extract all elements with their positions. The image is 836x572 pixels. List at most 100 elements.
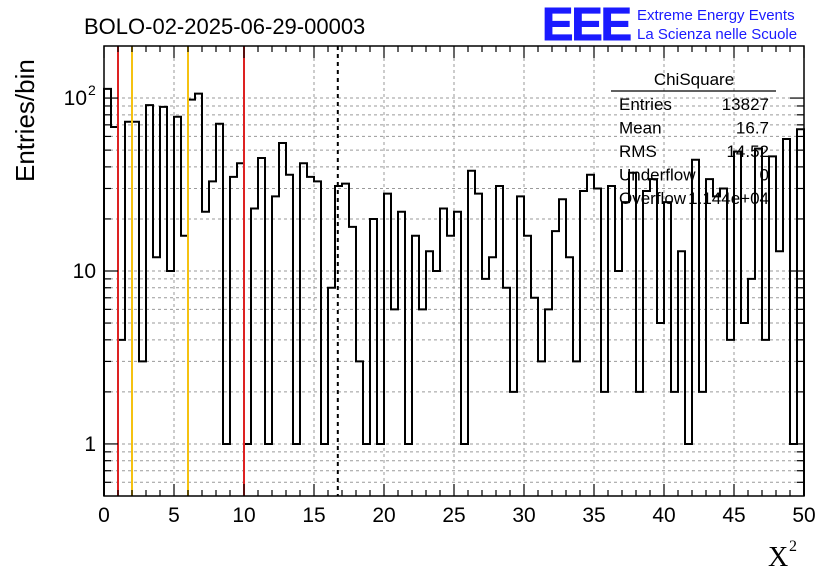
histogram-bin — [286, 175, 293, 496]
x-tick-label: 5 — [168, 504, 180, 527]
stats-row-value: 0 — [760, 166, 769, 185]
histogram-bin — [727, 340, 734, 496]
x-tick-label: 20 — [372, 504, 395, 527]
x-tick-label: 35 — [582, 504, 605, 527]
histogram-bin — [769, 156, 776, 496]
histogram-bin — [608, 186, 615, 496]
histogram-bin — [580, 191, 587, 496]
histogram-bars — [103, 87, 805, 496]
histogram-bin — [146, 105, 153, 496]
x-tick-label: 15 — [302, 504, 325, 527]
histogram-bin — [538, 361, 545, 496]
y-tick-label-exponent: 2 — [88, 82, 96, 98]
logo-letters: EEE — [542, 0, 630, 50]
stats-row-label: Mean — [619, 119, 662, 138]
histogram-bin — [566, 257, 573, 496]
histogram-bin — [111, 127, 118, 496]
histogram-bin — [643, 191, 650, 496]
histogram-bin — [650, 179, 657, 496]
histogram-bin — [741, 323, 748, 496]
x-tick-label: 30 — [512, 504, 535, 527]
stats-row-label: Underflow — [619, 166, 696, 185]
histogram-bin — [153, 257, 160, 496]
stats-row-label: Entries — [619, 95, 672, 114]
histogram-bin — [251, 208, 258, 496]
histogram-bin — [482, 279, 489, 496]
histogram-bin — [594, 188, 601, 496]
histogram-bin — [209, 181, 216, 496]
histogram-bin — [615, 271, 622, 496]
eee-logo: EEE Extreme Energy Events La Scienza nel… — [542, 0, 798, 51]
histogram-bin — [517, 196, 524, 496]
x-axis-label-main: X — [768, 542, 788, 572]
histogram-bin — [489, 257, 496, 496]
histogram-bin — [237, 163, 244, 496]
y-tick-label: 10 — [73, 260, 96, 283]
histogram-bin — [692, 160, 699, 496]
histogram-bin — [118, 340, 125, 496]
histogram-bin — [748, 279, 755, 496]
histogram-bin — [531, 298, 538, 496]
histogram-bin — [125, 122, 132, 496]
histogram-bin — [391, 309, 398, 496]
x-tick-label: 0 — [98, 504, 110, 527]
stats-row-value: 13827 — [722, 95, 769, 114]
histogram-bin — [195, 94, 202, 496]
histogram-bin — [797, 129, 804, 496]
histogram-bin — [230, 177, 237, 496]
y-tick-label: 1 — [84, 433, 96, 456]
y-axis-label: Entries/bin — [10, 59, 40, 182]
logo-line-2: La Scienza nelle Scuole — [637, 26, 797, 43]
histogram-bin — [447, 236, 454, 496]
histogram-bin — [216, 124, 223, 496]
histogram-bin — [657, 323, 664, 496]
histogram-bin — [762, 340, 769, 496]
histogram-bin — [475, 194, 482, 496]
stats-row-value: 1.144e+04 — [688, 189, 769, 208]
histogram-bin — [629, 173, 636, 496]
stats-box: ChiSquare Entries 13827 Mean 16.7 RMS 14.52 Un… — [611, 70, 776, 208]
histogram-bin — [314, 181, 321, 496]
histogram-outline — [103, 87, 805, 496]
histogram-bin — [496, 186, 503, 496]
histogram-bin — [706, 179, 713, 496]
histogram-bin — [356, 361, 363, 496]
histogram-bin — [587, 175, 594, 496]
histogram-bin — [132, 122, 139, 496]
histogram-bin — [272, 196, 279, 496]
histogram-bin — [412, 236, 419, 496]
histogram-bin — [202, 212, 209, 496]
histogram-bin — [545, 309, 552, 496]
histogram-bin — [468, 171, 475, 496]
x-tick-label: 50 — [792, 504, 815, 527]
histogram-bin — [524, 236, 531, 496]
histogram-bin — [300, 163, 307, 496]
logo-line-1: Extreme Energy Events — [637, 7, 795, 24]
x-axis-label-superscript: 2 — [789, 538, 797, 555]
histogram-bin — [307, 177, 314, 496]
x-tick-label: 45 — [722, 504, 745, 527]
histogram-bin — [713, 196, 720, 496]
chart-title: BOLO-02-2025-06-29-00003 — [84, 14, 365, 39]
stats-row-value: 16.7 — [736, 119, 769, 138]
histogram-bin — [167, 271, 174, 496]
histogram-bin — [720, 188, 727, 496]
x-tick-label: 10 — [232, 504, 255, 527]
histogram-bin — [258, 158, 265, 496]
x-tick-label: 40 — [652, 504, 675, 527]
y-tick-label: 10 — [64, 87, 87, 110]
histogram-bin — [160, 107, 167, 496]
x-tick-label: 25 — [442, 504, 465, 527]
stats-row-label: RMS — [619, 142, 657, 161]
stats-box-title: ChiSquare — [654, 70, 734, 89]
histogram-bin — [783, 139, 790, 496]
histogram-bin — [181, 236, 188, 496]
histogram-bin — [370, 219, 377, 496]
histogram-bin — [139, 361, 146, 496]
histogram-bin — [384, 194, 391, 496]
histogram-bin — [440, 208, 447, 496]
histogram-bin — [454, 212, 461, 496]
histogram-bin — [433, 271, 440, 496]
